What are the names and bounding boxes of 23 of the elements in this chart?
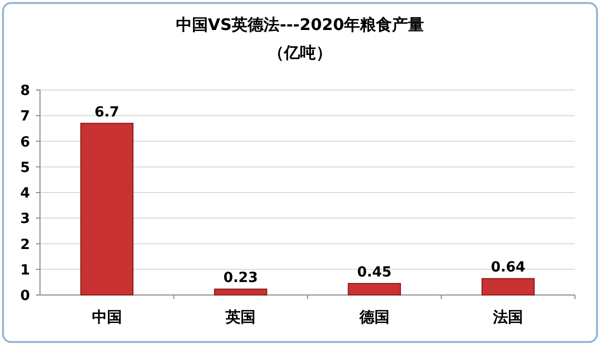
- y-tick-label: 0: [20, 288, 30, 304]
- y-tick-label: 4: [20, 186, 30, 202]
- bar: [482, 278, 535, 296]
- data-label: 0.64: [490, 260, 526, 276]
- bar: [348, 282, 401, 296]
- y-tick-label: 3: [20, 211, 30, 228]
- y-tick-label: 1: [20, 262, 30, 278]
- y-tick-label: 7: [20, 108, 30, 125]
- data-label: 6.7: [94, 104, 120, 120]
- x-tick-label: 德国: [358, 308, 390, 326]
- data-label: 0.45: [357, 264, 392, 280]
- x-tick-label: 中国: [92, 308, 122, 326]
- x-tick-label: 法国: [492, 308, 524, 326]
- chart-title: 中国VS英德法---2020年粮食产量: [176, 15, 424, 34]
- y-tick-label: 6: [20, 134, 30, 150]
- y-tick-label: 8: [20, 83, 30, 99]
- bar: [214, 288, 268, 296]
- y-tick-label: 2: [20, 236, 30, 253]
- y-tick-label: 5: [20, 160, 30, 176]
- bar: [80, 122, 134, 296]
- data-label: 0.23: [223, 270, 258, 286]
- x-tick-label: 英国: [224, 308, 256, 326]
- chart-subtitle: （亿吨）: [268, 43, 332, 62]
